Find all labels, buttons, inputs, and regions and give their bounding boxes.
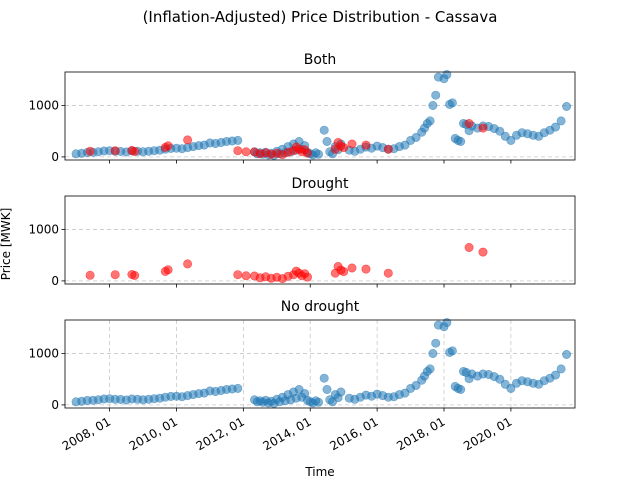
x-tick-label: 2020, 01 <box>461 414 514 453</box>
data-point <box>464 119 474 129</box>
data-point <box>85 270 95 280</box>
data-point <box>425 116 435 126</box>
x-tick-label: 2016, 01 <box>327 414 380 453</box>
data-point <box>495 126 505 136</box>
data-point <box>322 384 332 394</box>
data-point <box>233 135 243 145</box>
data-point <box>322 137 332 147</box>
figure-suptitle: (Inflation-Adjusted) Price Distribution … <box>143 8 498 26</box>
data-point <box>562 102 572 112</box>
data-point <box>233 270 243 280</box>
scatter-points <box>71 318 572 408</box>
data-point <box>428 101 438 111</box>
data-point <box>347 263 357 273</box>
data-point <box>130 147 140 157</box>
data-point <box>85 146 95 156</box>
data-point <box>361 140 371 150</box>
data-point <box>314 149 324 159</box>
y-tick-label: 0 <box>51 150 59 164</box>
data-point <box>383 144 393 154</box>
data-point <box>302 272 312 282</box>
data-point <box>442 70 452 80</box>
data-point <box>456 384 466 394</box>
data-point <box>556 116 566 126</box>
data-point <box>456 137 466 147</box>
x-tick-label: 2008, 01 <box>60 414 113 453</box>
data-point <box>447 98 457 108</box>
data-point <box>241 271 251 281</box>
subplot-no-drought: No drought 0 1000 2008, 01 2010, 01 2012, 01… <box>28 299 576 453</box>
data-point <box>447 346 457 356</box>
data-point <box>478 247 488 257</box>
data-point <box>302 148 312 158</box>
data-point <box>339 143 349 153</box>
data-point <box>183 259 193 269</box>
axes-frame <box>64 319 576 409</box>
data-point <box>506 135 516 145</box>
data-point <box>233 146 243 156</box>
data-point <box>183 135 193 145</box>
data-point <box>163 265 173 275</box>
data-point <box>339 267 349 277</box>
data-point <box>464 243 474 253</box>
data-point <box>562 349 572 359</box>
axes-frame <box>64 195 576 285</box>
x-tick-label: 2018, 01 <box>394 414 447 453</box>
data-point <box>550 122 560 132</box>
data-point <box>442 318 452 328</box>
data-point <box>506 383 516 393</box>
subplot-drought: Drought 0 1000 <box>28 176 576 288</box>
data-point <box>550 370 560 380</box>
y-tick-label: 1000 <box>28 346 59 360</box>
data-point <box>233 383 243 393</box>
y-tick-label: 0 <box>51 274 59 288</box>
data-point <box>431 338 441 348</box>
data-point <box>428 348 438 358</box>
x-tick-label: 2010, 01 <box>127 414 180 453</box>
data-point <box>130 270 140 280</box>
x-axis-label: Time <box>304 465 334 479</box>
data-point <box>495 374 505 384</box>
data-point <box>556 364 566 374</box>
x-tick-label: 2014, 01 <box>260 414 313 453</box>
data-point <box>110 270 120 280</box>
data-point <box>383 268 393 278</box>
data-point <box>425 364 435 374</box>
y-axis-label: Price [MWK] <box>0 208 13 281</box>
data-point <box>163 141 173 151</box>
data-point <box>319 125 329 135</box>
scatter-points <box>85 243 488 284</box>
x-tick-label: 2012, 01 <box>194 414 247 453</box>
data-point <box>431 90 441 100</box>
y-tick-label: 1000 <box>28 98 59 112</box>
y-tick-label: 1000 <box>28 222 59 236</box>
subplot-title-both: Both <box>304 52 337 68</box>
scatter-points <box>71 70 572 160</box>
data-point <box>361 264 371 274</box>
subplot-title-drought: Drought <box>292 176 349 192</box>
data-point <box>314 397 324 407</box>
data-point <box>411 380 421 390</box>
subplot-both: Both 0 1000 <box>28 52 576 164</box>
data-point <box>411 132 421 142</box>
subplot-title-no-drought: No drought <box>281 299 360 315</box>
data-point <box>241 147 251 157</box>
axes-frame <box>64 71 576 161</box>
data-point <box>336 387 346 397</box>
data-point <box>347 139 357 149</box>
data-point <box>110 146 120 156</box>
data-point <box>478 123 488 133</box>
y-tick-label: 0 <box>51 398 59 412</box>
data-point <box>319 373 329 383</box>
